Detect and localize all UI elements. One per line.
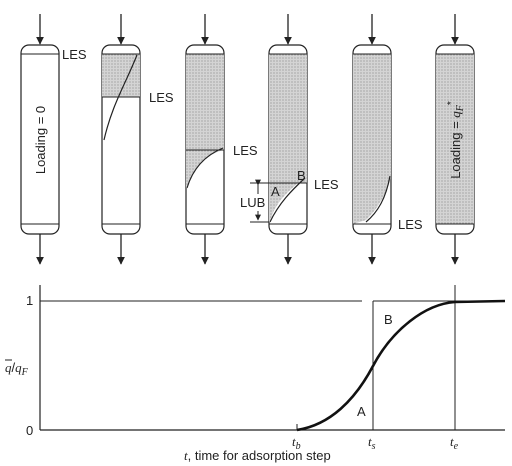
les-label-1: LES <box>62 47 87 62</box>
saturated-zone-3 <box>186 54 224 188</box>
front-curve-2 <box>103 54 138 141</box>
region-a-label: A <box>357 404 366 419</box>
front-curve-4 <box>269 177 306 223</box>
breakthrough-chart: 1 0 q/qF B A tb ts te t, time for adsorp… <box>5 285 506 463</box>
column-4: A B LES LUB <box>240 14 339 265</box>
front-curve-5 <box>365 175 391 223</box>
column-5: LES <box>352 14 423 265</box>
les-label-5: LES <box>398 217 423 232</box>
column-6: Loading = qF* <box>435 14 475 265</box>
y-axis-label: q/qF <box>5 360 29 378</box>
y-tick-0: 0 <box>26 423 33 438</box>
point-b-label: B <box>297 168 306 183</box>
region-b-label: B <box>384 312 393 327</box>
breakthrough-curve <box>296 299 506 432</box>
loading-zero-label: Loading = 0 <box>33 106 48 174</box>
front-curve-3 <box>186 147 224 189</box>
x-axis-label: t, time for adsorption step <box>184 448 331 463</box>
tb-label: tb <box>292 434 301 452</box>
column-3: LES <box>185 14 258 265</box>
les-label-3: LES <box>233 143 258 158</box>
saturated-zone-5 <box>353 54 391 224</box>
point-a-label: A <box>271 184 280 199</box>
lub-label: LUB <box>240 195 265 210</box>
ts-label: ts <box>368 434 376 452</box>
column-1: LES Loading = 0 <box>20 14 87 265</box>
y-tick-1: 1 <box>26 293 33 308</box>
loading-full-label: Loading = qF* <box>446 101 466 179</box>
saturated-zone-4 <box>269 54 307 222</box>
column-2: LES <box>101 14 174 265</box>
les-label-2: LES <box>149 90 174 105</box>
les-label-4: LES <box>314 177 339 192</box>
te-label: te <box>450 434 459 452</box>
saturated-zone-6 <box>436 54 474 224</box>
saturated-zone-2 <box>102 54 140 97</box>
